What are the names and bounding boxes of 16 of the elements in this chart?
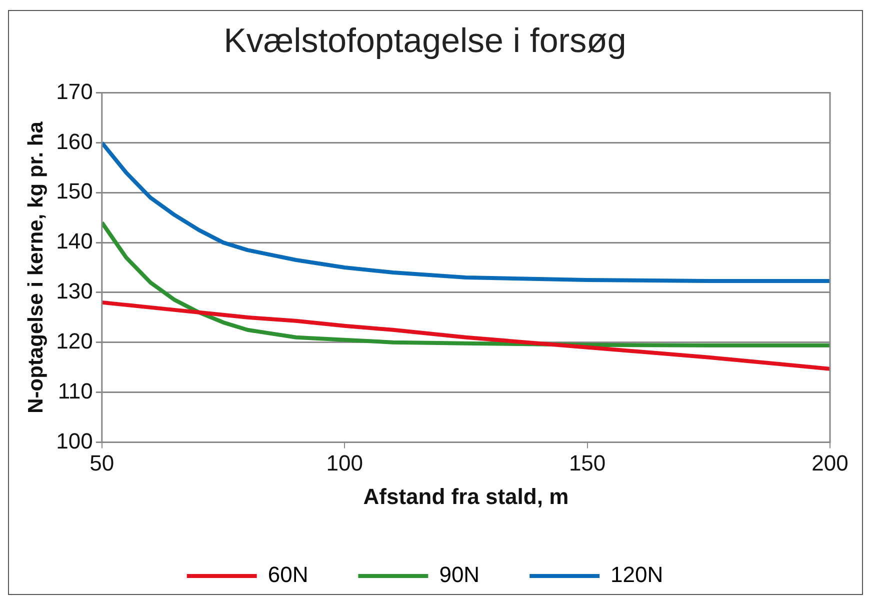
legend-label: 90N [439, 562, 480, 588]
y-tick-label: 110 [58, 378, 93, 404]
x-tick-label: 200 [812, 450, 848, 476]
x-tick-label: 150 [568, 450, 606, 476]
y-tick-label: 140 [56, 228, 93, 254]
chart-title: Kvælstofoptagelse i forsøg [224, 22, 626, 60]
y-tick-label: 130 [56, 278, 93, 304]
y-tick-label: 160 [56, 128, 93, 154]
y-tick-label: 120 [56, 328, 93, 354]
legend-label: 60N [268, 562, 308, 588]
y-axis-title: N-optagelse i kerne, kg pr. ha [24, 121, 48, 414]
legend-label: 120N [610, 562, 664, 588]
y-tick-label: 150 [56, 178, 93, 204]
x-tick-label: 100 [326, 450, 363, 476]
y-tick-label: 170 [56, 78, 93, 104]
x-axis-title: Afstand fra stald, m [363, 484, 569, 509]
